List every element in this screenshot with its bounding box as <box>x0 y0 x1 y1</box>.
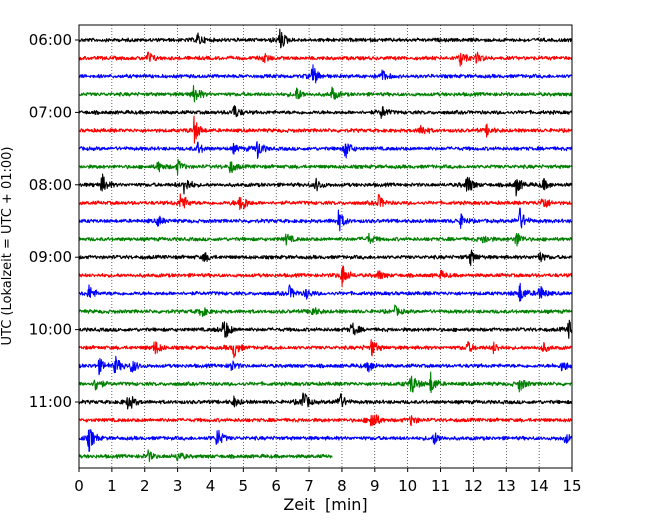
trace-0815 <box>78 193 573 211</box>
y-tick-label: 06:00 <box>29 31 72 49</box>
trace-0930 <box>78 282 573 302</box>
trace-1000 <box>78 319 573 339</box>
trace-0900 <box>78 249 573 267</box>
x-tick-label: 13 <box>497 477 516 495</box>
x-tick-label: 6 <box>271 477 281 495</box>
x-tick-label: 2 <box>140 477 150 495</box>
trace-0845 <box>78 232 573 247</box>
vertical-gridlines <box>111 25 540 468</box>
x-tick-label: 14 <box>530 477 549 495</box>
trace-0730 <box>78 141 573 159</box>
trace-0700 <box>78 105 573 119</box>
y-tick-label: 09:00 <box>29 248 72 266</box>
trace-0645 <box>78 85 573 103</box>
x-tick-label: 1 <box>107 477 117 495</box>
trace-0615 <box>78 51 573 67</box>
trace-0715 <box>78 115 573 144</box>
y-axis-label: UTC (Lokalzeit = UTC + 01:00) <box>0 147 15 346</box>
x-axis-label: Zeit [min] <box>283 495 367 514</box>
plot-frame <box>78 24 573 469</box>
trace-1130 <box>78 429 573 452</box>
y-axis-ticks: 06:00 07:00 08:00 09:00 10:00 11:00 <box>29 31 79 411</box>
seismogram-traces <box>78 28 573 462</box>
trace-0630 <box>78 64 573 84</box>
trace-0945 <box>78 304 573 318</box>
trace-1115 <box>78 414 573 427</box>
x-tick-label: 7 <box>304 477 314 495</box>
trace-0830 <box>78 207 573 232</box>
x-tick-label: 12 <box>464 477 483 495</box>
x-tick-label: 3 <box>173 477 183 495</box>
x-tick-label: 4 <box>206 477 216 495</box>
x-tick-label: 8 <box>337 477 347 495</box>
y-tick-label: 11:00 <box>29 393 72 411</box>
x-tick-label: 5 <box>239 477 249 495</box>
x-tick-label: 9 <box>370 477 380 495</box>
y-tick-label: 07:00 <box>29 103 72 121</box>
trace-1100 <box>78 392 573 410</box>
x-tick-label: 10 <box>398 477 417 495</box>
trace-1045 <box>78 371 573 394</box>
x-tick-label: 15 <box>562 477 581 495</box>
x-tick-label: 11 <box>431 477 450 495</box>
plot-background <box>79 25 572 468</box>
trace-1030 <box>78 355 573 376</box>
trace-1015 <box>78 339 573 359</box>
trace-1145 <box>78 449 333 462</box>
y-tick-label: 10:00 <box>29 321 72 339</box>
trace-0745 <box>78 158 573 176</box>
trace-0600 <box>78 28 573 49</box>
trace-0800 <box>78 173 573 197</box>
trace-0915 <box>78 265 573 288</box>
y-tick-label: 08:00 <box>29 176 72 194</box>
x-axis-ticks: 0 1 2 3 4 5 6 7 8 9 10 11 12 13 14 15 <box>74 468 582 495</box>
x-tick-label: 0 <box>74 477 84 495</box>
